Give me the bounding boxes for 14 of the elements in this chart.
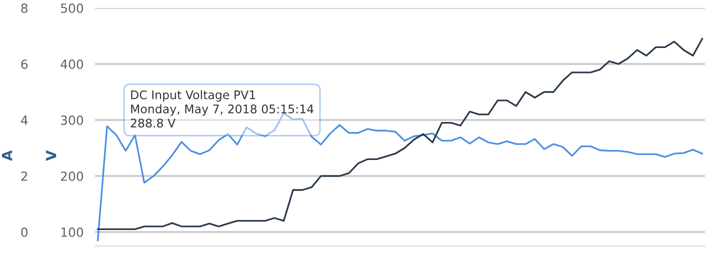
y2-tick-label: 4 xyxy=(20,116,28,125)
line-series xyxy=(96,38,704,230)
y2-axis-title: A xyxy=(2,150,12,161)
annotation: DC Input Voltage PV1 Monday, May 7, 2018 05:15:14 288.8 V xyxy=(130,90,314,128)
y2-tick-label: 8 xyxy=(21,3,28,13)
y-axis-title: V xyxy=(46,150,56,161)
y-tick-label: 400 xyxy=(60,59,84,69)
y2-tick-label: 0 xyxy=(21,227,28,237)
y2-tick-label: 6 xyxy=(21,59,28,69)
y-tick-label: 100 xyxy=(61,227,84,237)
y-tick-label: 500 xyxy=(60,3,84,13)
y-tick-label: 300 xyxy=(60,115,84,125)
y-tick-label: 200 xyxy=(60,171,84,181)
y2-tick-label: 2 xyxy=(21,171,28,181)
